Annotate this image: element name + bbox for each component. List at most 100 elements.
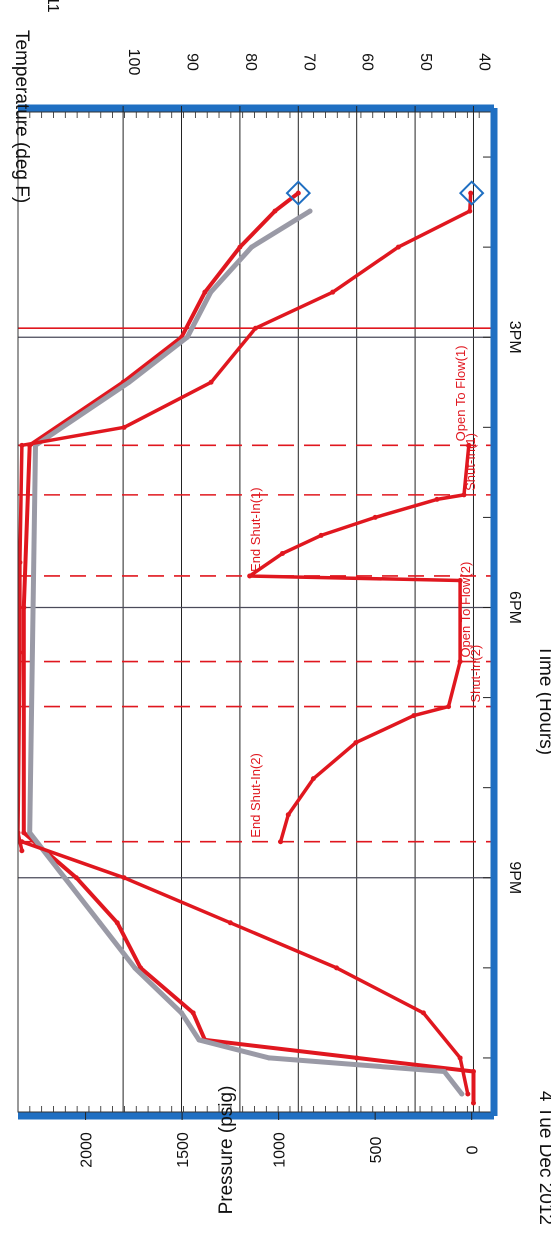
series-point	[420, 1010, 426, 1016]
start-marker	[285, 180, 312, 206]
event-label: End Shut-In(1)	[248, 487, 263, 572]
series-point	[19, 442, 25, 448]
temperature-axis-title: Temperature (deg F)	[11, 30, 32, 203]
series-point	[467, 208, 473, 214]
series-point	[121, 424, 127, 430]
series-layer	[18, 180, 485, 1106]
date-label: 4 Tue Dec 2012	[535, 1091, 551, 1225]
series-point	[190, 1010, 196, 1016]
time-tick-label: 6PM	[506, 591, 523, 624]
time-tick-label: 3PM	[506, 321, 523, 354]
series-point	[179, 1010, 185, 1016]
event-marker-layer: Initial Hydro-sta Open To Flow(1) Shut-In(…	[0, 233, 491, 843]
series-point	[285, 812, 291, 818]
series-point	[73, 875, 79, 881]
series-point	[18, 650, 23, 656]
series-point	[457, 659, 463, 665]
series-point	[18, 559, 23, 565]
series-point	[19, 839, 25, 845]
series-point	[466, 442, 472, 448]
time-axis-ticks: 3PM 6PM 9PM	[506, 321, 523, 894]
series-point	[461, 492, 467, 498]
series-point	[446, 704, 452, 710]
pressure-tick-label: 1000	[272, 1132, 289, 1168]
series-point	[318, 532, 324, 538]
temperature-tick-label: 50	[417, 53, 434, 71]
series-point	[295, 190, 301, 196]
start-marker	[458, 180, 485, 206]
pressure-tick-label: 2000	[79, 1132, 96, 1168]
pressure-tick-label: 500	[368, 1137, 385, 1164]
series-point	[62, 875, 68, 881]
series-point	[21, 604, 27, 610]
temperature-tick-label: 70	[300, 53, 317, 71]
series-point	[21, 830, 27, 836]
time-tick-label: 9PM	[506, 861, 523, 894]
series-point	[334, 965, 340, 971]
temperature-series-line	[27, 208, 465, 1097]
series-point	[465, 1091, 471, 1097]
series-point	[237, 244, 243, 250]
partial-tick-label: 11	[44, 0, 61, 13]
series-point	[208, 379, 214, 385]
series-point	[97, 920, 103, 926]
temperature-tick-label: 90	[184, 53, 201, 71]
series-point	[310, 776, 316, 782]
grid-layer	[17, 112, 492, 1112]
series-point	[252, 325, 258, 331]
series-point	[457, 1055, 463, 1061]
series-point	[249, 244, 255, 250]
pressure-series-line	[18, 191, 473, 853]
series-point	[202, 289, 208, 295]
pressure-series-line	[20, 839, 470, 1096]
series-point	[121, 875, 127, 881]
series-point	[470, 1100, 476, 1106]
event-label: Shut-In(2)	[468, 645, 483, 703]
pressure-axis-ticks: 0 500 1000 1500 2000	[79, 1112, 482, 1168]
series-point	[434, 496, 440, 502]
pressure-tick-label: 0	[465, 1145, 482, 1154]
series-point	[411, 713, 417, 719]
series-point	[330, 289, 336, 295]
series-point	[18, 830, 21, 836]
series-point	[272, 208, 278, 214]
series-point	[208, 289, 214, 295]
series-point	[457, 577, 463, 583]
series-point	[126, 379, 132, 385]
series-point	[354, 1055, 360, 1061]
series-point	[307, 208, 313, 214]
series-point	[247, 573, 253, 579]
series-point	[27, 830, 33, 836]
frame-layer	[17, 104, 498, 1120]
series-point	[227, 920, 233, 926]
pressure-series-line	[247, 443, 471, 844]
series-point	[184, 334, 190, 340]
series-point	[132, 965, 138, 971]
pressure-axis-title: Pressure (psig)	[216, 1086, 237, 1215]
temperature-tick-label: 80	[242, 53, 259, 71]
temperature-tick-label: 40	[475, 53, 492, 71]
series-point	[470, 1068, 476, 1074]
series-point	[114, 920, 120, 926]
series-point	[196, 1037, 202, 1043]
temperature-axis-ticks: 40 50 60 70 80 90 100	[122, 49, 492, 112]
series-point	[266, 1055, 272, 1061]
series-point	[353, 740, 359, 746]
time-axis-title: Time (Hours)	[535, 645, 551, 755]
temperature-tick-label: 60	[359, 53, 376, 71]
series-point	[279, 550, 285, 556]
series-point	[459, 1091, 465, 1097]
temperature-tick-label: 100	[125, 49, 142, 76]
series-point	[468, 190, 474, 196]
event-label: Initial Hydro-sta	[0, 233, 15, 324]
series-point	[278, 839, 284, 845]
series-point	[372, 514, 378, 520]
plot-frame	[17, 111, 492, 1113]
event-label: End Shut-In(2)	[248, 753, 263, 838]
series-point	[441, 1068, 447, 1074]
series-point	[19, 848, 25, 854]
event-label: Open To Flow(1)	[453, 345, 468, 441]
temperature-series-line	[21, 191, 476, 1105]
series-point	[395, 244, 401, 250]
